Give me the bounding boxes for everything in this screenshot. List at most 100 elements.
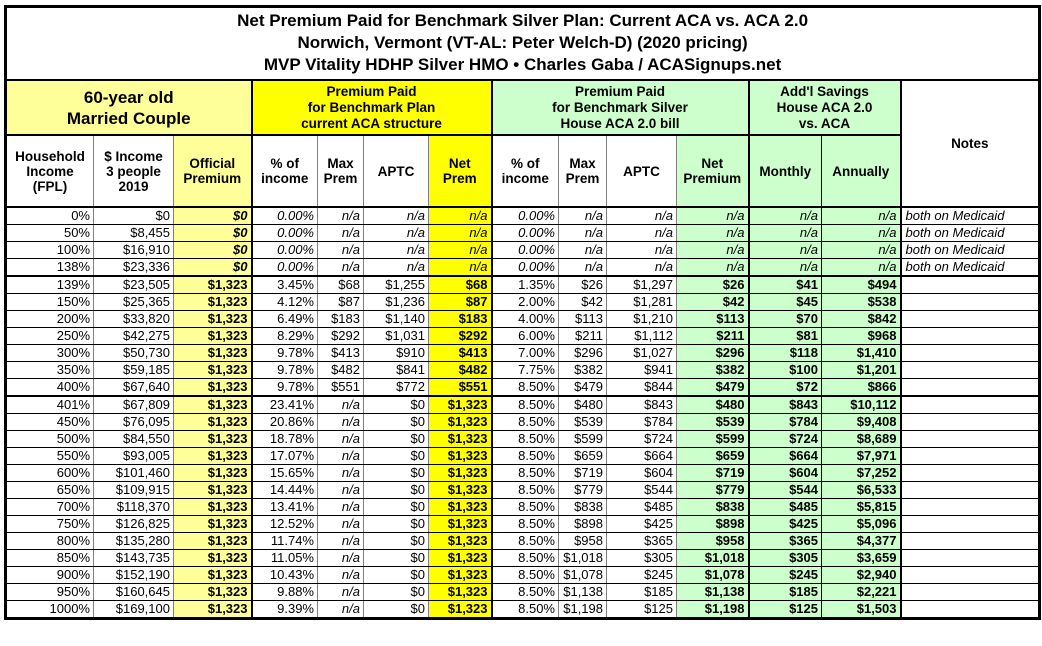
cell-aca-net-prem: $1,323: [428, 583, 492, 601]
table-row: 138% $23,336 $0 0.00% n/a n/a n/a 0.00% n/a n/a n/…: [5, 258, 1041, 277]
cell-aca-pct-income: 6.49%: [250, 310, 318, 328]
cell-house-max-prem: n/a: [558, 206, 607, 225]
table-row: 900% $152,190 $1,323 10.43% n/a $0 $1,323 8.50%…: [5, 566, 1041, 584]
cell-notes: [899, 344, 1041, 362]
cell-fpl: 800%: [5, 532, 94, 550]
table-row: 50% $8,455 $0 0.00% n/a n/a n/a 0.00% n/a n/a n/a n…: [5, 224, 1041, 242]
cell-fpl: 750%: [5, 515, 94, 533]
cell-house-aptc: $1,112: [606, 327, 677, 345]
cell-aca-aptc: $910: [363, 344, 429, 362]
cell-income: $152,190: [93, 566, 174, 584]
group-header-row: 60-year old Married Couple Premium Paid …: [5, 79, 1041, 208]
cell-aca-pct-income: 8.29%: [250, 327, 318, 345]
cell-official-premium: $1,323: [173, 275, 252, 294]
cell-house-max-prem: $958: [558, 532, 607, 550]
cell-savings-monthly: n/a: [747, 258, 822, 277]
cell-fpl: 600%: [5, 464, 94, 482]
cell-house-net-premium: $958: [676, 532, 749, 550]
cell-aca-pct-income: 3.45%: [250, 275, 318, 294]
table-row: 950% $160,645 $1,323 9.88% n/a $0 $1,323 8.50% $…: [5, 583, 1041, 601]
cell-notes: both on Medicaid: [899, 206, 1041, 225]
cell-house-aptc: $1,281: [606, 293, 677, 311]
cell-notes: [899, 600, 1041, 619]
cell-house-net-premium: $779: [676, 481, 749, 499]
column-header-aca-net-prem: Net Prem: [428, 134, 492, 208]
table-title: Net Premium Paid for Benchmark Silver Pl…: [5, 6, 1040, 81]
cell-aca-pct-income: 0.00%: [250, 206, 318, 225]
cell-house-net-premium: $1,138: [676, 583, 749, 601]
table-row: 300% $50,730 $1,323 9.78% $413 $910 $413 7.00% $…: [5, 344, 1041, 362]
table-row: 800% $135,280 $1,323 11.74% n/a $0 $1,323 8.50%…: [5, 532, 1041, 550]
cell-savings-monthly: $72: [747, 378, 822, 397]
cell-savings-monthly: $305: [747, 549, 822, 567]
cell-aca-aptc: $0: [363, 498, 429, 516]
cell-aca-net-prem: n/a: [428, 241, 492, 259]
cell-notes: both on Medicaid: [899, 241, 1041, 259]
cell-aca-aptc: $1,236: [363, 293, 429, 311]
cell-aca-net-prem: n/a: [428, 258, 492, 277]
cell-notes: [899, 361, 1041, 379]
cell-house-net-premium: $1,198: [676, 600, 749, 619]
cell-official-premium: $1,323: [173, 549, 252, 567]
cell-aca-net-prem: $1,323: [428, 515, 492, 533]
cell-aca-aptc: $0: [363, 515, 429, 533]
cell-aca-aptc: $0: [363, 481, 429, 499]
cell-savings-annually: $6,533: [821, 481, 901, 499]
cell-house-net-premium: $659: [676, 447, 749, 465]
cell-savings-monthly: $81: [747, 327, 822, 345]
cell-house-max-prem: $382: [558, 361, 607, 379]
cell-savings-monthly: n/a: [747, 241, 822, 259]
cell-house-net-premium: n/a: [676, 206, 749, 225]
cell-savings-monthly: $544: [747, 481, 822, 499]
cell-savings-annually: $7,252: [821, 464, 901, 482]
cell-house-aptc: $784: [606, 413, 677, 431]
cell-aca-net-prem: $1,323: [428, 395, 492, 414]
cell-official-premium: $1,323: [173, 481, 252, 499]
cell-aca-pct-income: 9.39%: [250, 600, 318, 619]
cell-savings-monthly: $125: [747, 600, 822, 619]
column-header-income: $ Income 3 people 2019: [93, 134, 174, 208]
cell-fpl: 950%: [5, 583, 94, 601]
table-row: 139% $23,505 $1,323 3.45% $68 $1,255 $68 1.35% $…: [5, 275, 1041, 294]
cell-house-aptc: $843: [606, 395, 677, 414]
cell-official-premium: $1,323: [173, 464, 252, 482]
cell-house-pct-income: 4.00%: [490, 310, 559, 328]
cell-house-max-prem: $296: [558, 344, 607, 362]
cell-aca-max-prem: n/a: [317, 206, 364, 225]
cell-savings-annually: $2,940: [821, 566, 901, 584]
cell-aca-net-prem: $1,323: [428, 566, 492, 584]
table-row: 500% $84,550 $1,323 18.78% n/a $0 $1,323 8.50% $…: [5, 430, 1041, 448]
cell-aca-net-prem: $1,323: [428, 413, 492, 431]
cell-house-net-premium: $898: [676, 515, 749, 533]
cell-income: $143,735: [93, 549, 174, 567]
cell-house-aptc: $604: [606, 464, 677, 482]
cell-savings-monthly: $185: [747, 583, 822, 601]
cell-official-premium: $1,323: [173, 361, 252, 379]
cell-aca-max-prem: $292: [317, 327, 364, 345]
cell-house-max-prem: $42: [558, 293, 607, 311]
cell-house-net-premium: $42: [676, 293, 749, 311]
cell-house-aptc: $305: [606, 549, 677, 567]
cell-income: $93,005: [93, 447, 174, 465]
cell-income: $76,095: [93, 413, 174, 431]
cell-aca-pct-income: 9.78%: [250, 361, 318, 379]
cell-income: $8,455: [93, 224, 174, 242]
cell-fpl: 150%: [5, 293, 94, 311]
cell-fpl: 250%: [5, 327, 94, 345]
group-header-current-aca: Premium Paid for Benchmark Plan current …: [250, 79, 492, 136]
cell-house-net-premium: $382: [676, 361, 749, 379]
column-header-aca-aptc: APTC: [363, 134, 429, 208]
title-line-1: Net Premium Paid for Benchmark Silver Pl…: [237, 11, 809, 30]
cell-house-pct-income: 8.50%: [490, 464, 559, 482]
column-header-row: Household Income (FPL) $ Income 3 people…: [5, 134, 1040, 208]
cell-notes: [899, 413, 1041, 431]
cell-house-aptc: $544: [606, 481, 677, 499]
cell-fpl: 0%: [5, 206, 94, 225]
cell-income: $126,825: [93, 515, 174, 533]
cell-house-pct-income: 8.50%: [490, 515, 559, 533]
cell-house-max-prem: n/a: [558, 241, 607, 259]
cell-house-pct-income: 8.50%: [490, 498, 559, 516]
table-row: 600% $101,460 $1,323 15.65% n/a $0 $1,323 8.50%…: [5, 464, 1041, 482]
cell-house-net-premium: $211: [676, 327, 749, 345]
cell-house-pct-income: 7.75%: [490, 361, 559, 379]
